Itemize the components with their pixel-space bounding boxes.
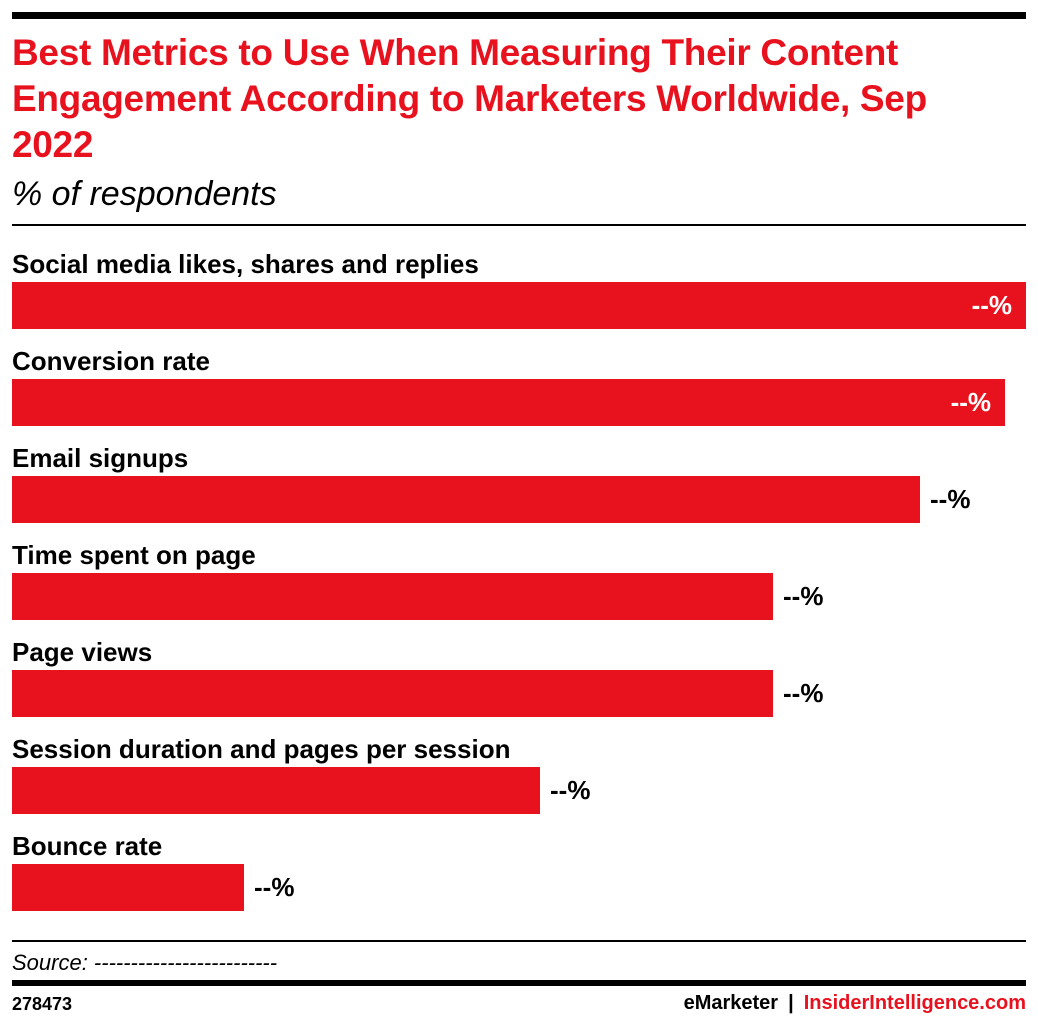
bar-value-label: --% xyxy=(950,387,991,417)
bar xyxy=(12,864,244,911)
brand-separator: | xyxy=(788,992,794,1014)
bar-label: Time spent on page xyxy=(12,540,256,570)
bar-value-label: --% xyxy=(254,872,295,902)
bar xyxy=(12,282,1026,329)
bar xyxy=(12,476,920,523)
source-note: Source: ------------------------- xyxy=(12,950,278,975)
bar-value-label: --% xyxy=(550,775,591,805)
bar-label: Conversion rate xyxy=(12,346,210,376)
bar xyxy=(12,670,773,717)
bar-label: Email signups xyxy=(12,443,189,473)
bottom-rule xyxy=(12,980,1026,986)
bar-value-label: --% xyxy=(783,678,824,708)
bar-label: Bounce rate xyxy=(12,831,163,861)
footer-brand: eMarketer | InsiderIntelligence.com xyxy=(684,990,1026,1016)
chart-subtitle: % of respondents xyxy=(12,175,277,213)
bar xyxy=(12,767,540,814)
brand-emarketer: eMarketer xyxy=(683,992,779,1014)
bar-value-label: --% xyxy=(783,581,824,611)
bar-label: Social media likes, shares and replies xyxy=(12,249,479,279)
chart-title: Best Metrics to Use When Measuring Their… xyxy=(12,32,927,165)
bar xyxy=(12,379,1005,426)
bar-value-label: --% xyxy=(971,290,1012,320)
top-rule xyxy=(12,12,1026,19)
bar-value-label: --% xyxy=(930,484,971,514)
bar-label: Page views xyxy=(12,637,153,667)
chart-id: 278473 xyxy=(12,994,73,1014)
brand-insider-link[interactable]: InsiderIntelligence.com xyxy=(803,992,1026,1014)
bar-label: Session duration and pages per session xyxy=(12,734,511,764)
bar xyxy=(12,573,773,620)
source-rule xyxy=(12,940,1026,942)
subtitle-rule xyxy=(12,224,1026,226)
